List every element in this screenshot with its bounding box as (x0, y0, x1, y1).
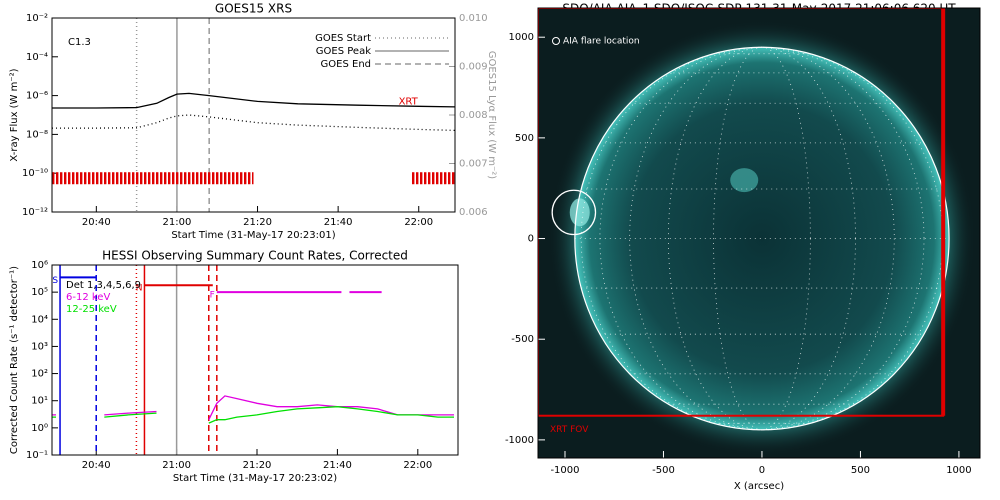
legend-title: Det 1,3,4,5,6,9 (66, 280, 141, 291)
active-region (730, 168, 759, 193)
y-tick-label: 10⁵ (31, 287, 48, 298)
x-tick-label: 21:00 (163, 217, 192, 228)
xrt-interval (52, 172, 254, 185)
heliographic-grid (629, 46, 895, 431)
x-tick-label: 20:40 (82, 460, 111, 471)
x-axis-title: Start Time (31-May-17 20:23:02) (173, 473, 337, 484)
heliographic-grid (599, 46, 925, 431)
x-tick-label: 20:40 (82, 217, 111, 228)
legend-label: GOES End (321, 59, 371, 70)
y2-tick-label: 0.009 (459, 62, 488, 73)
y-tick-label: 10⁻⁶ (26, 91, 48, 102)
y-tick-label: 10⁴ (31, 314, 48, 325)
y-tick-label: 1000 (509, 32, 534, 43)
y-tick-label: 10⁻⁴ (26, 52, 48, 63)
plot-frame (51, 17, 456, 213)
flare-glow (569, 198, 590, 227)
y-tick-label: 0 (528, 234, 534, 245)
plot-frame (51, 264, 459, 456)
legend-label: GOES Peak (316, 46, 371, 57)
y-tick-label: 10² (31, 369, 48, 380)
legend-label: AIA flare location (563, 37, 640, 47)
y-tick-label: 10⁶ (31, 260, 48, 271)
y-axis-title: X-ray Flux (W m⁻²) (9, 68, 20, 161)
x-tick-label: 500 (851, 465, 870, 476)
y-axis-title: Corrected Count Rate (s⁻¹ detector⁻¹) (9, 266, 20, 454)
flag-label: F (210, 291, 215, 301)
legend-label: 6-12 keV (66, 292, 110, 303)
y-tick-label: -1000 (505, 435, 534, 446)
x-tick-label: 21:20 (243, 217, 272, 228)
x-tick-label: 21:00 (162, 460, 191, 471)
y-tick-label: 10¹ (31, 396, 48, 407)
y2-axis-title: GOES15 Lyα Flux (W m⁻²) (486, 51, 497, 179)
y2-tick-label: 0.006 (459, 207, 488, 218)
plot-frame (537, 7, 981, 459)
flag-label: N (136, 284, 143, 294)
y-tick-label: 10⁰ (31, 423, 48, 434)
flare-location (551, 189, 597, 236)
fov-label: XRT FOV (550, 425, 589, 435)
y2-tick-label: 0.010 (459, 13, 488, 24)
xrt-interval (410, 172, 455, 185)
y2-tick-label: 0.008 (459, 110, 488, 121)
solar-disk (574, 47, 950, 430)
limb (574, 46, 950, 431)
x-tick-label: 22:00 (403, 460, 432, 471)
image: XRT FOV AIA flare location (538, 8, 980, 458)
y-tick-label: 10⁻¹ (26, 450, 48, 461)
y-tick-label: -500 (511, 334, 534, 345)
xrt-label: XRT (399, 96, 419, 107)
y-tick-label: 10⁻² (26, 13, 48, 24)
y-tick-label: 10³ (31, 341, 48, 352)
x-tick-label: 0 (759, 465, 765, 476)
x-tick-label: 21:40 (324, 217, 353, 228)
flag-label: S (52, 276, 58, 286)
legend-symbol (552, 37, 560, 45)
x-tick-label: 1000 (946, 465, 971, 476)
y-tick-label: 10⁻⁸ (26, 129, 48, 140)
chart-title: GOES15 XRS (215, 2, 292, 16)
x-axis-title: X (arcsec) (734, 481, 784, 492)
series-line (52, 92, 456, 109)
annotation: C1.3 (68, 37, 91, 48)
series-line (52, 114, 456, 132)
series-line (52, 406, 454, 424)
y-tick-label: 10⁻¹² (22, 207, 48, 218)
y-tick-label: 10⁻¹⁰ (22, 168, 48, 179)
x-tick-label: -1000 (550, 465, 579, 476)
x-tick-label: 21:40 (323, 460, 352, 471)
legend-label: GOES Start (315, 33, 371, 44)
x-tick-label: -500 (652, 465, 675, 476)
y2-tick-label: 0.007 (459, 159, 488, 170)
y-tick-label: 500 (515, 133, 534, 144)
chart-title: HESSI Observing Summary Count Rates, Cor… (102, 249, 408, 263)
x-tick-label: 22:00 (404, 217, 433, 228)
x-axis-title: Start Time (31-May-17 20:23:01) (171, 230, 335, 241)
legend-label: 12-25 keV (66, 304, 117, 315)
x-tick-label: 21:20 (243, 460, 272, 471)
